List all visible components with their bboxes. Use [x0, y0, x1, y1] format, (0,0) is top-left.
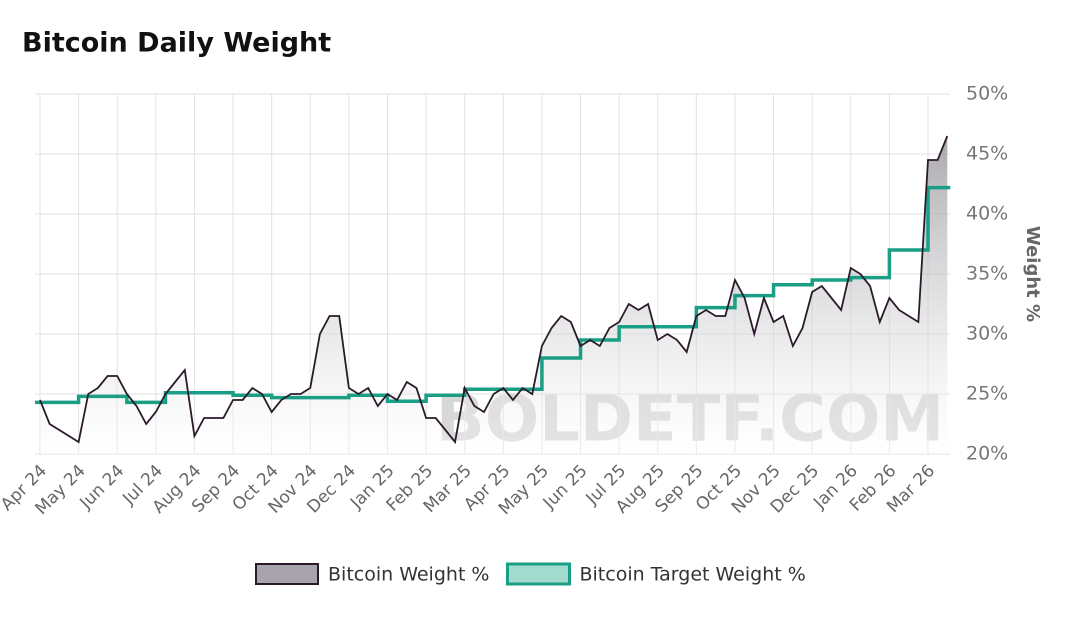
- y-tick-label: 40%: [966, 203, 1008, 225]
- legend-label: Bitcoin Target Weight %: [579, 564, 805, 586]
- y-axis-title: Weight %: [1022, 226, 1043, 322]
- y-tick-label: 20%: [966, 443, 1008, 465]
- weight-line: [39, 135, 949, 445]
- chart-title: Bitcoin Daily Weight: [22, 28, 331, 59]
- area: [40, 136, 948, 454]
- y-tick-label: 25%: [966, 383, 1008, 405]
- legend-swatch: [505, 562, 571, 586]
- y-tick-label: 30%: [966, 323, 1008, 345]
- legend-swatch: [255, 563, 319, 585]
- legend-label: Bitcoin Weight %: [328, 564, 489, 586]
- y-tick-label: 50%: [966, 83, 1008, 105]
- y-tick-label: 35%: [966, 263, 1008, 285]
- y-tick-label: 45%: [966, 143, 1008, 165]
